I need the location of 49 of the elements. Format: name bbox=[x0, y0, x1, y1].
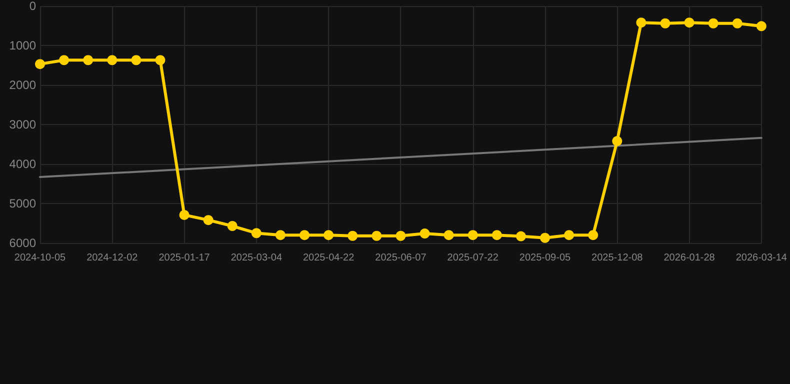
point bbox=[516, 231, 526, 242]
point bbox=[732, 18, 742, 28]
y-tick-label: 5000 bbox=[9, 196, 36, 210]
point bbox=[708, 18, 718, 28]
x-tick-label: 2025-03-04 bbox=[230, 252, 282, 264]
point bbox=[636, 18, 646, 28]
y-tick-label: 2000 bbox=[9, 78, 36, 92]
y-tick-label: 6000 bbox=[9, 236, 36, 250]
x-tick-label: 2025-12-08 bbox=[592, 252, 644, 264]
point bbox=[588, 230, 598, 240]
point bbox=[227, 221, 238, 232]
x-tick-label: 2024-10-05 bbox=[14, 252, 66, 264]
point bbox=[564, 230, 574, 240]
point bbox=[155, 55, 166, 66]
point bbox=[203, 215, 214, 226]
point bbox=[612, 136, 622, 146]
point bbox=[492, 230, 502, 240]
point bbox=[468, 230, 478, 240]
point bbox=[107, 55, 118, 66]
x-tick-label: 2024-12-02 bbox=[86, 252, 138, 264]
x-tick-label: 2026-03-14 bbox=[736, 252, 788, 264]
point bbox=[660, 18, 670, 28]
y-tick-label: 1000 bbox=[9, 38, 36, 52]
x-tick-label: 2025-06-07 bbox=[375, 252, 427, 264]
y-tick-label: 0 bbox=[29, 0, 36, 13]
point bbox=[35, 59, 45, 70]
point bbox=[300, 230, 310, 240]
point bbox=[420, 228, 430, 239]
point bbox=[372, 230, 382, 241]
point bbox=[756, 21, 766, 32]
x-tick-label: 2026-01-28 bbox=[664, 252, 716, 264]
point bbox=[684, 18, 694, 28]
point bbox=[348, 230, 358, 241]
point bbox=[540, 232, 550, 243]
y-tick-label: 3000 bbox=[9, 118, 36, 132]
point bbox=[444, 230, 454, 240]
point bbox=[396, 230, 406, 241]
x-tick-label: 2025-09-05 bbox=[519, 252, 572, 264]
point bbox=[179, 210, 190, 220]
point bbox=[131, 55, 142, 66]
point bbox=[275, 230, 286, 240]
x-tick-label: 2025-04-22 bbox=[302, 252, 355, 264]
point bbox=[251, 228, 262, 238]
point bbox=[324, 230, 334, 240]
x-tick-label: 2025-07-22 bbox=[447, 252, 499, 264]
y-tick-label: 4000 bbox=[9, 157, 36, 171]
x-tick-label: 2025-01-17 bbox=[158, 252, 210, 264]
point bbox=[83, 55, 94, 66]
point bbox=[59, 55, 70, 66]
